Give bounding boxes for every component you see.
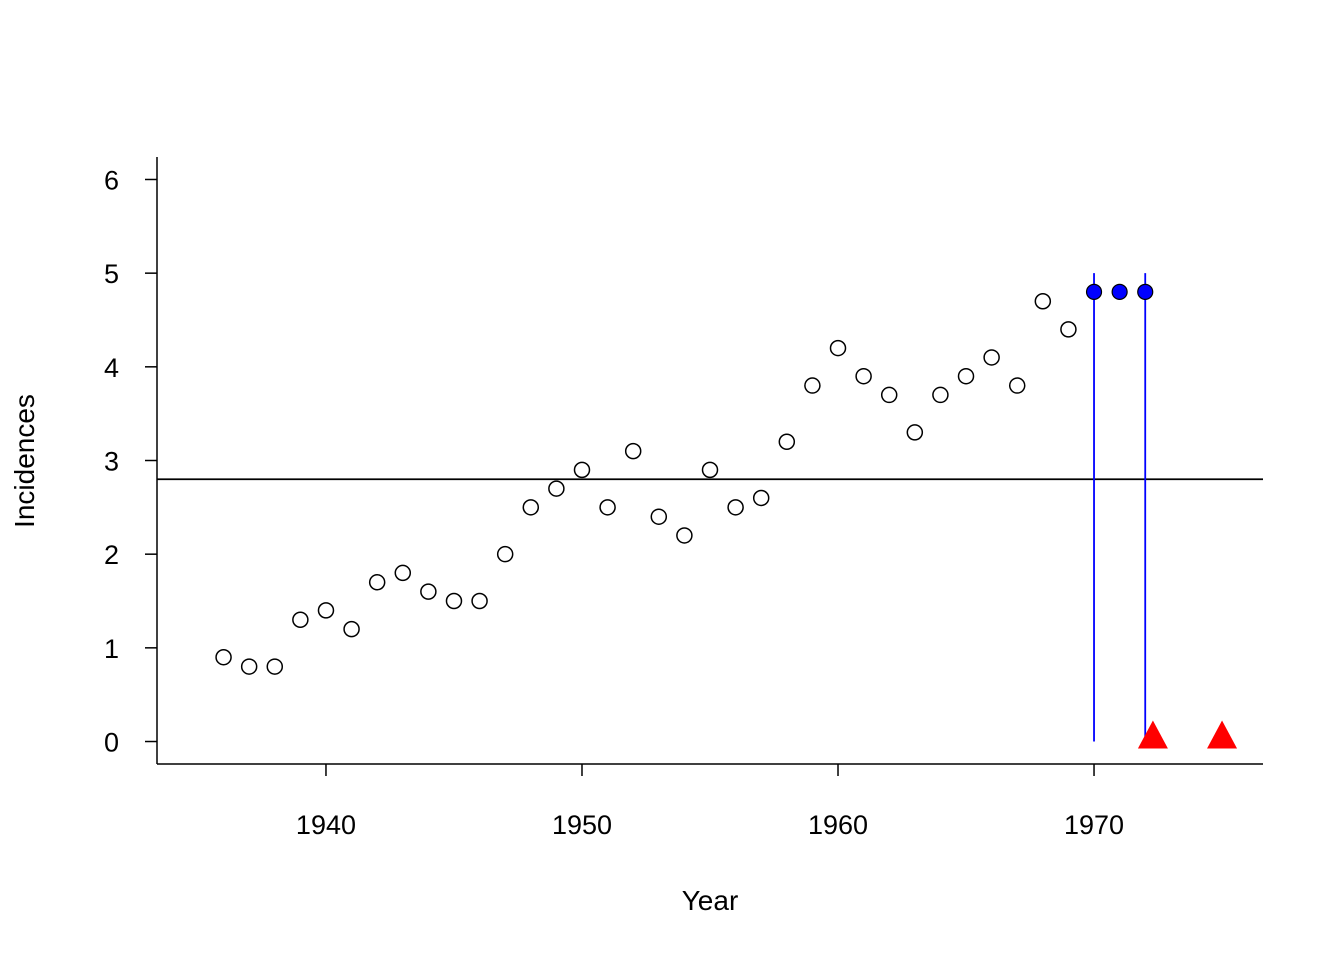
x-axis-ticks: 1940 1950 1960 1970	[296, 764, 1124, 840]
x-tick-label: 1950	[552, 810, 612, 840]
data-points	[215, 283, 1238, 749]
data-point-open-circle	[880, 386, 898, 404]
data-point-open-circle	[804, 377, 821, 394]
data-point-open-circle	[727, 499, 744, 516]
axes	[156, 157, 1263, 765]
data-point-open-circle	[445, 592, 463, 610]
data-point-open-circle	[522, 499, 540, 516]
data-point-filled-circle	[1137, 283, 1154, 300]
data-point-open-circle	[573, 461, 591, 479]
data-point-open-circle	[624, 442, 642, 460]
data-point-open-circle	[368, 574, 386, 591]
data-point-open-circle	[496, 545, 514, 563]
data-point-open-circle	[292, 611, 309, 628]
data-point-open-circle	[701, 461, 719, 479]
data-point-triangle	[1137, 720, 1168, 749]
data-point-open-circle	[599, 499, 616, 516]
data-point-open-circle	[829, 339, 847, 357]
data-point-open-circle	[343, 620, 360, 638]
data-point-open-circle	[1008, 377, 1026, 394]
data-point-open-circle	[1060, 321, 1077, 338]
data-point-open-circle	[394, 564, 412, 582]
data-point-open-circle	[240, 658, 258, 675]
data-point-open-circle	[983, 349, 1000, 366]
y-tick-label: 3	[104, 447, 119, 477]
data-point-open-circle	[906, 424, 924, 441]
x-tick-label: 1940	[296, 810, 356, 840]
y-tick-label: 5	[104, 259, 119, 289]
data-point-open-circle	[957, 367, 975, 385]
y-axis-ticks: 0 1 2 3 4 5 6	[104, 165, 157, 758]
y-tick-label: 6	[104, 165, 119, 195]
y-tick-label: 2	[104, 540, 119, 570]
data-point-open-circle	[676, 527, 693, 544]
y-axis-title: Incidences	[9, 394, 40, 528]
data-point-open-circle	[266, 658, 284, 675]
data-point-open-circle	[752, 489, 770, 507]
data-point-open-circle	[548, 480, 565, 497]
data-point-open-circle	[778, 433, 796, 451]
data-point-filled-circle	[1111, 283, 1128, 300]
data-point-open-circle	[215, 648, 232, 666]
data-point-open-circle	[317, 602, 335, 619]
data-point-open-circle	[650, 508, 668, 525]
x-tick-label: 1960	[808, 810, 868, 840]
reference-lines	[157, 273, 1263, 742]
x-tick-label: 1970	[1064, 810, 1124, 840]
y-tick-label: 0	[104, 728, 119, 758]
data-point-triangle	[1207, 720, 1238, 749]
y-tick-label: 1	[104, 634, 119, 664]
y-tick-label: 4	[104, 353, 119, 383]
x-axis-title: Year	[682, 885, 739, 916]
data-point-open-circle	[1034, 293, 1052, 310]
data-point-filled-circle	[1085, 283, 1103, 300]
data-point-open-circle	[471, 592, 488, 610]
data-point-open-circle	[932, 386, 949, 404]
data-point-open-circle	[855, 367, 872, 385]
data-point-open-circle	[420, 583, 437, 600]
